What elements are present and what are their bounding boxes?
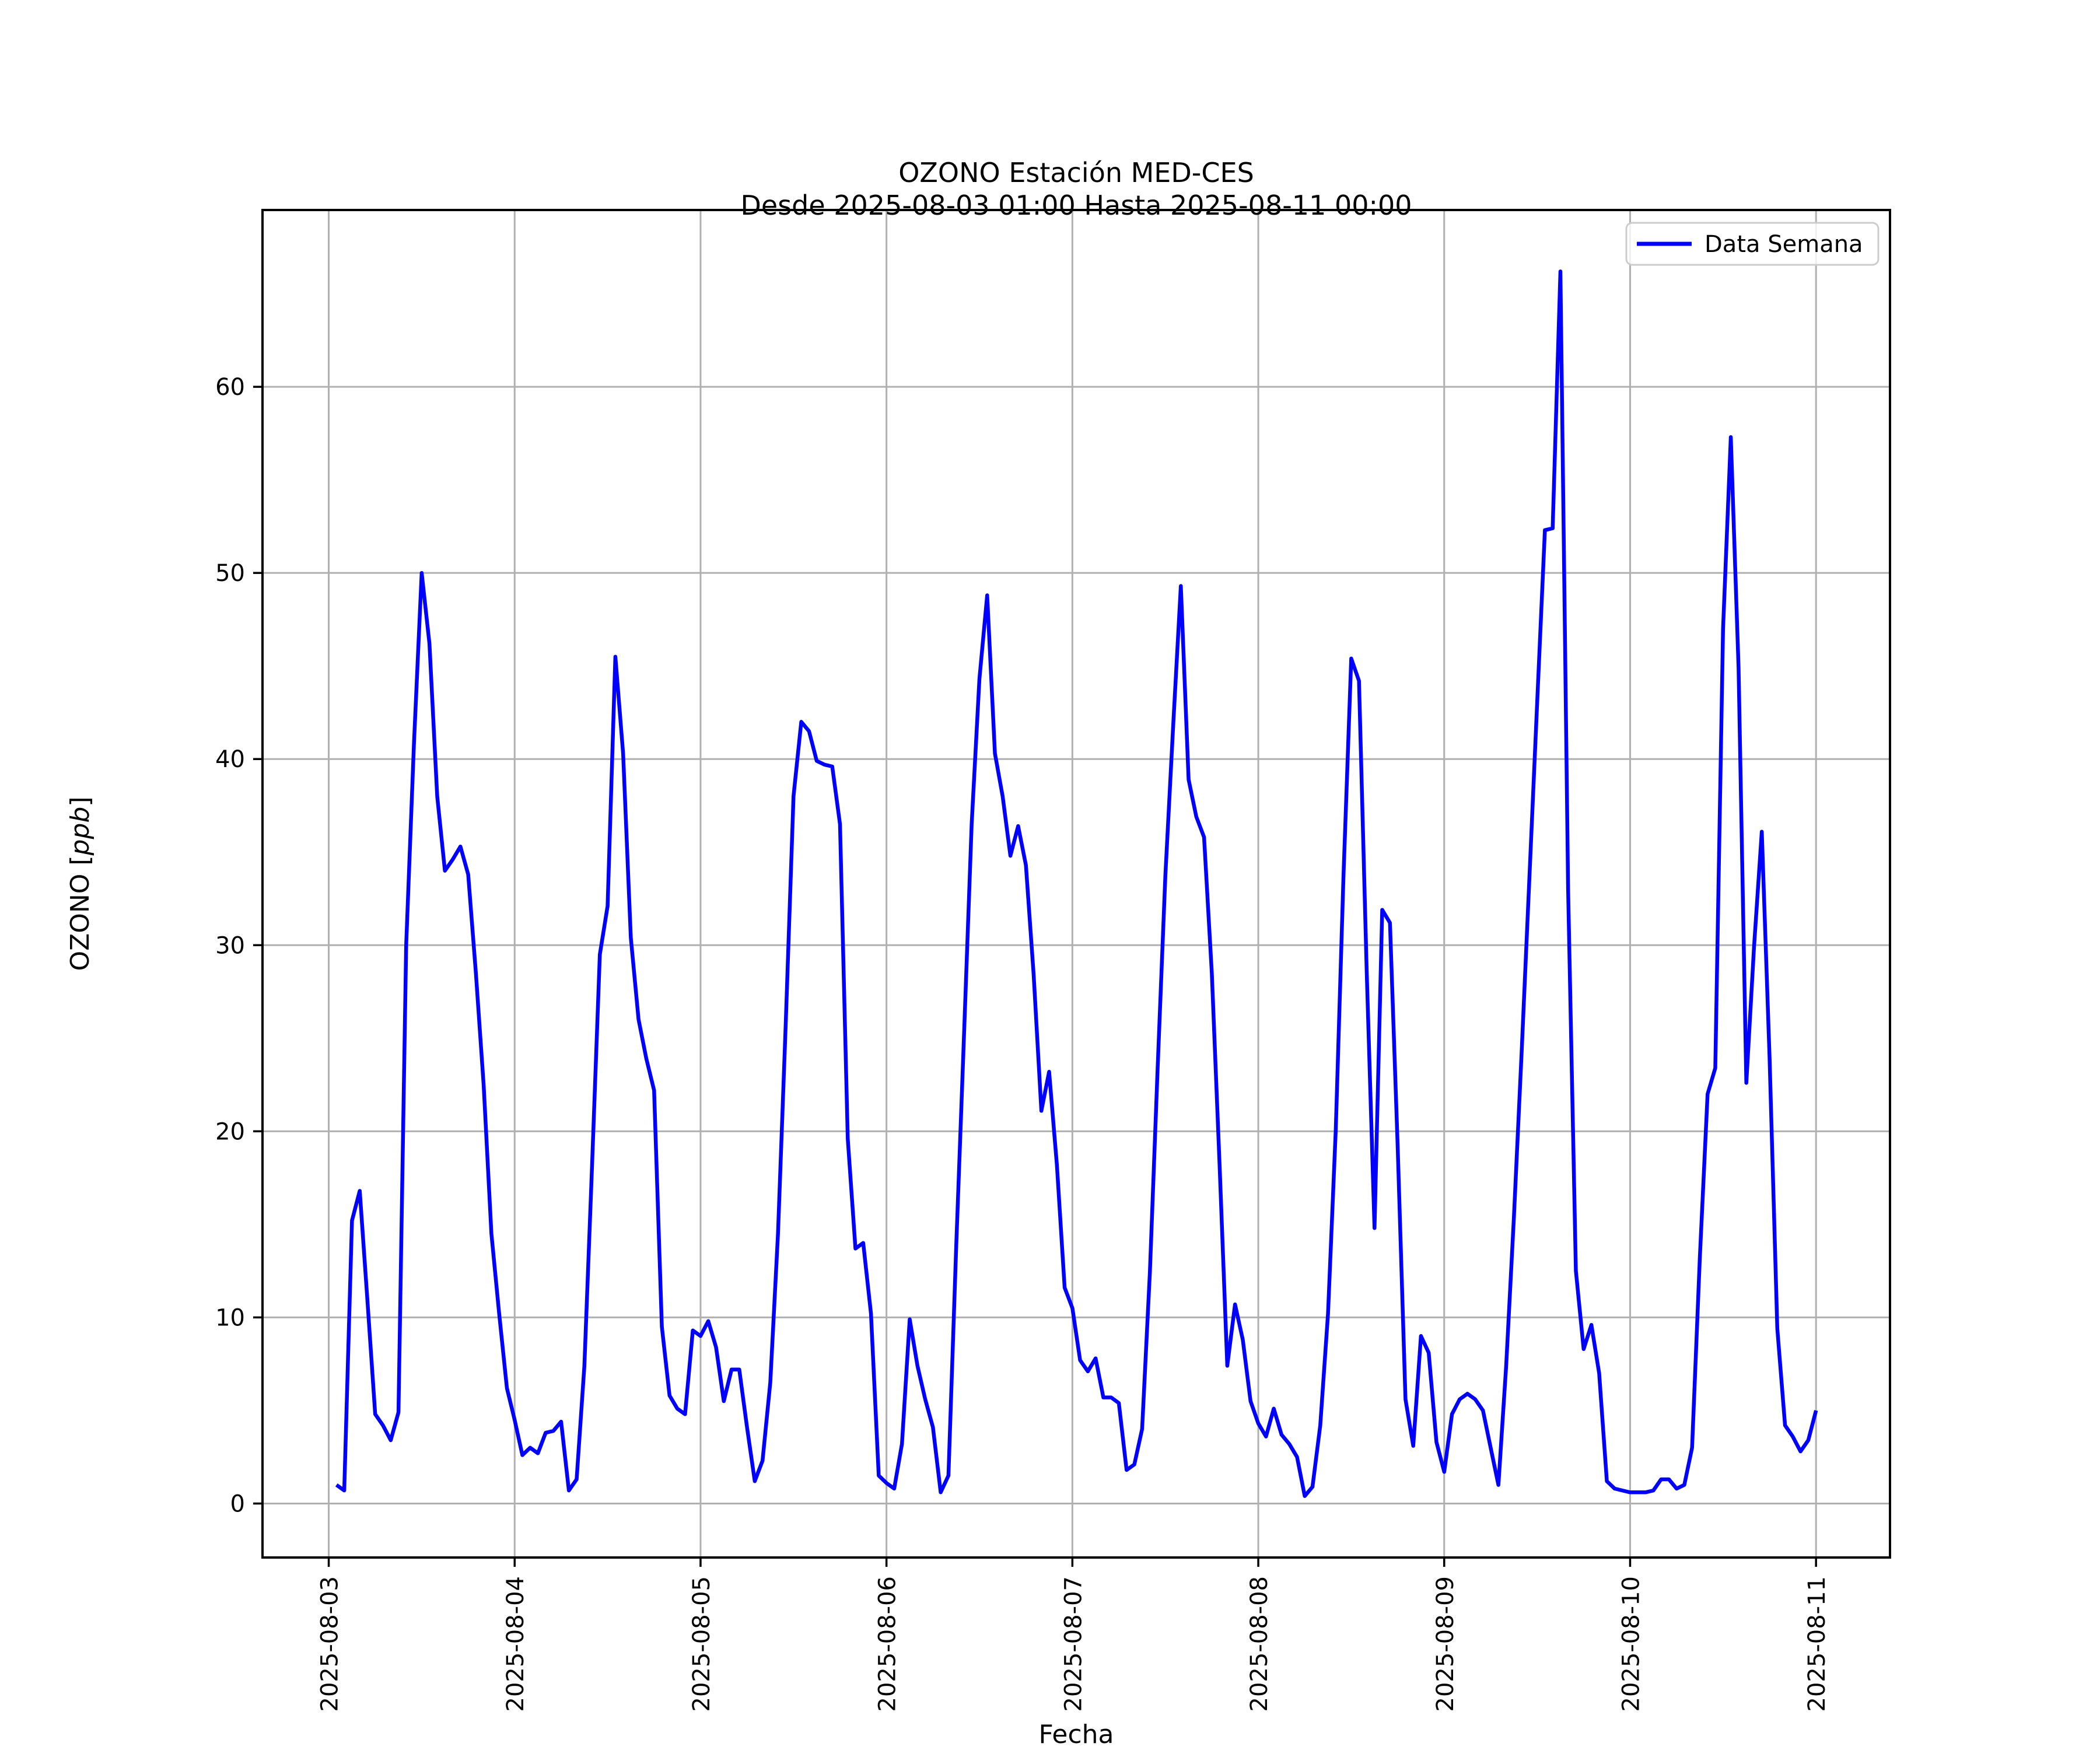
y-axis-label: OZONO [ppb] [65, 796, 95, 971]
y-axis-label-suffix: ] [65, 796, 95, 806]
y-tick-label: 60 [215, 374, 245, 401]
y-tick-label: 10 [215, 1304, 245, 1331]
x-tick-label: 2025-08-04 [502, 1576, 529, 1712]
legend: Data Semana [1625, 222, 1880, 266]
legend-label: Data Semana [1704, 231, 1863, 258]
x-axis-label: Fecha [1038, 1720, 1114, 1749]
x-tick-label: 2025-08-11 [1804, 1576, 1831, 1712]
y-tick-label: 0 [230, 1490, 245, 1517]
y-tick-label: 30 [215, 932, 245, 959]
y-tick-label: 20 [215, 1118, 245, 1145]
x-tick-label: 2025-08-10 [1618, 1576, 1644, 1712]
x-axis-ticks: 2025-08-03 2025-08-04 2025-08-05 2025-08-06… [317, 1558, 1831, 1712]
legend-box [1625, 222, 1880, 266]
axes-frame [261, 209, 1891, 1559]
x-tick-label: 2025-08-05 [688, 1576, 715, 1712]
y-axis-label-prefix: OZONO [ [65, 855, 95, 971]
x-tick-label: 2025-08-06 [874, 1576, 901, 1712]
plot-area [262, 210, 1890, 1558]
y-tick-label: 40 [215, 746, 245, 773]
x-tick-label: 2025-08-03 [317, 1576, 344, 1712]
x-tick-label: 2025-08-08 [1246, 1576, 1273, 1712]
x-tick-label: 2025-08-09 [1432, 1576, 1459, 1712]
y-axis-ticks: 0 10 20 30 40 50 60 [215, 374, 262, 1517]
y-tick-label: 50 [215, 560, 245, 587]
chart-title: OZONO Estación MED-CES [898, 157, 1254, 188]
y-axis-label-unit: ppb [65, 807, 95, 856]
data-series-line [335, 270, 1818, 1498]
gridlines [262, 210, 1890, 1558]
x-tick-label: 2025-08-07 [1060, 1576, 1087, 1712]
chart-subtitle: Desde 2025-08-03 01:00 Hasta 2025-08-11 … [740, 190, 1412, 221]
